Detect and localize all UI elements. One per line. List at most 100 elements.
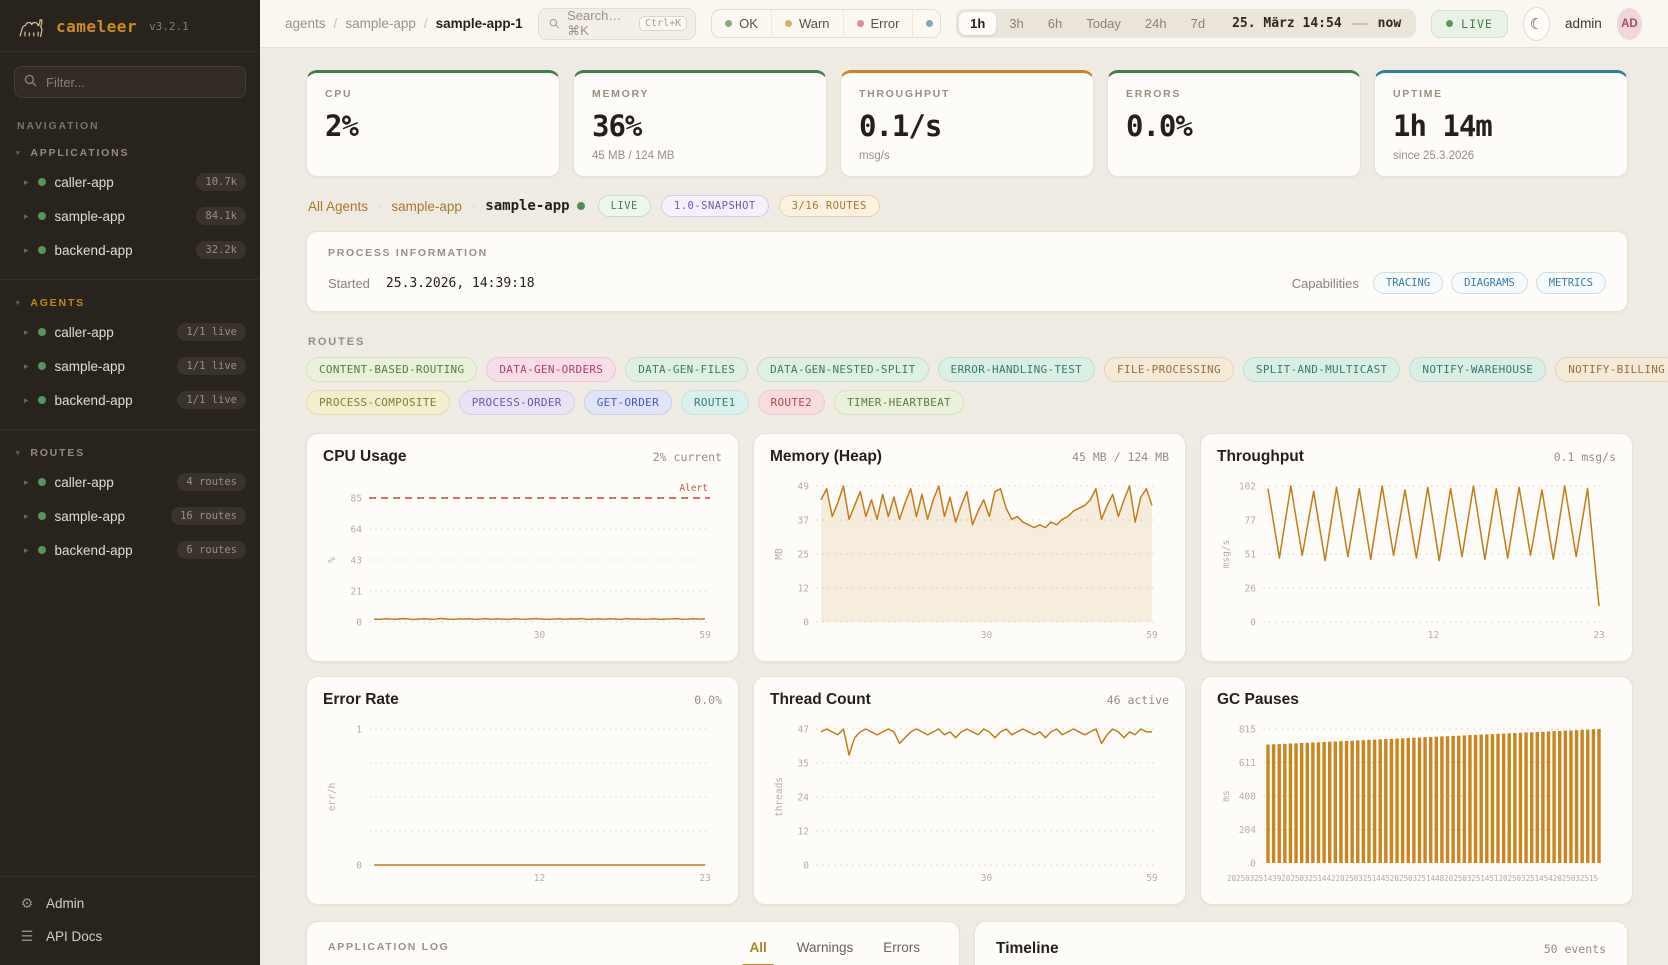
time-range-buttons: 1h 3h 6h Today 24h 7d (959, 12, 1216, 35)
kpi-uptime: UPTIME 1h 14m since 25.3.2026 (1374, 70, 1628, 177)
section-label: ROUTES (30, 447, 85, 459)
sidebar-item-backend-app[interactable]: ▸ backend-app 6 routes (0, 533, 260, 567)
agent-link[interactable]: All Agents (308, 198, 369, 214)
svg-text:24: 24 (798, 793, 810, 804)
route-tag-split-and-multicast[interactable]: SPLIT-AND-MULTICAST (1242, 357, 1401, 382)
footer-item-admin[interactable]: ⚙ Admin (0, 887, 260, 920)
route-tag-content-based-routing[interactable]: CONTENT-BASED-ROUTING (306, 357, 478, 382)
breadcrumb-separator: / (423, 16, 428, 31)
breadcrumb-link[interactable]: sample-app (345, 16, 416, 31)
filter-input[interactable] (14, 66, 246, 98)
sidebar-item-caller-app[interactable]: ▸ caller-app 1/1 live (0, 315, 260, 349)
route-tag-timer-heartbeat[interactable]: TIMER-HEARTBEAT (834, 390, 964, 415)
route-tag-data-gen-orders[interactable]: DATA-GEN-ORDERS (486, 357, 617, 382)
status-filter-running[interactable]: Running (912, 10, 941, 37)
status-filter-label: Error (870, 16, 900, 31)
route-tag-route2[interactable]: ROUTE2 (757, 390, 826, 415)
sidebar-item-caller-app[interactable]: ▸ caller-app 10.7k (0, 165, 260, 199)
throughput-chart: 102 77 51 26 0 msg/s 12 23 (1221, 482, 1605, 642)
section-header-agents[interactable]: ▾ AGENTS (0, 290, 260, 315)
memory-heap-chart-card: Memory (Heap) 45 MB / 124 MB 49 37 25 12 0 MB 30… (753, 433, 1186, 662)
agent-separator: · (378, 200, 382, 212)
svg-text:59: 59 (1146, 630, 1158, 641)
live-indicator[interactable]: LIVE (1431, 9, 1508, 38)
route-tag-file-processing[interactable]: FILE-PROCESSING (1104, 357, 1234, 382)
agent-breadcrumb-row: All Agents · sample-app · sample-app LIVE 1.0-… (308, 195, 1626, 217)
item-count-badge: 1/1 live (177, 357, 246, 375)
sidebar-item-caller-app[interactable]: ▸ caller-app 4 routes (0, 465, 260, 499)
started-label: Started (328, 275, 370, 291)
expand-caret-icon: ▸ (24, 394, 29, 405)
expand-caret-icon: ▸ (24, 510, 29, 521)
status-filter-warn[interactable]: Warn (770, 10, 843, 37)
status-dot-icon (37, 478, 46, 486)
svg-text:408: 408 (1239, 792, 1256, 803)
expand-caret-icon: ▸ (24, 244, 29, 255)
route-tag-get-order[interactable]: GET-ORDER (583, 390, 672, 415)
agent-link[interactable]: sample-app (391, 198, 462, 214)
expand-caret-icon: ▸ (24, 210, 29, 221)
search-input[interactable]: Search… ⌘K Ctrl+K (537, 7, 697, 40)
gear-icon: ⚙ (20, 895, 34, 911)
status-filter-error[interactable]: Error (842, 10, 913, 37)
item-label: caller-app (54, 324, 114, 340)
route-tag-error-handling-test[interactable]: ERROR-HANDLING-TEST (937, 357, 1096, 382)
time-range-6h[interactable]: 6h (1047, 16, 1063, 31)
route-tag-data-gen-nested-split[interactable]: DATA-GEN-NESTED-SPLIT (757, 357, 929, 382)
route-tag-notify-billing[interactable]: NOTIFY-BILLING (1555, 357, 1668, 382)
date-range-start[interactable]: 25. März 14:54 (1232, 16, 1342, 31)
dark-mode-toggle[interactable]: ☾ (1522, 6, 1551, 41)
log-tab-warnings[interactable]: Warnings (796, 940, 854, 955)
status-filter-label: Running (940, 16, 941, 31)
route-tag-route1[interactable]: ROUTE1 (681, 390, 749, 415)
kpi-throughput: THROUGHPUT 0.1/s msg/s (840, 70, 1094, 177)
route-tag-process-order[interactable]: PROCESS-ORDER (458, 390, 575, 415)
log-tab-all[interactable]: All (742, 940, 775, 965)
breadcrumb-separator: / (333, 16, 338, 31)
capability-pills: TRACING DIAGRAMS METRICS (1372, 272, 1606, 294)
section-label: APPLICATIONS (30, 147, 130, 159)
route-tag-data-gen-files[interactable]: DATA-GEN-FILES (625, 357, 749, 382)
sidebar-item-backend-app[interactable]: ▸ backend-app 1/1 live (0, 383, 260, 417)
breadcrumb-link[interactable]: agents (285, 16, 326, 31)
section-header-routes[interactable]: ▾ ROUTES (0, 440, 260, 465)
route-tag-row: CONTENT-BASED-ROUTING DATA-GEN-ORDERS DATA… (306, 357, 1668, 382)
moon-icon: ☾ (1529, 15, 1544, 33)
sidebar-item-sample-app[interactable]: ▸ sample-app 16 routes (0, 499, 260, 533)
collapse-caret-icon: ▾ (16, 450, 22, 457)
route-tag-process-composite[interactable]: PROCESS-COMPOSITE (306, 390, 450, 415)
cpu-usage-chart-card: CPU Usage 2% current 85 64 43 21 0% Alert 30 59 (306, 433, 739, 662)
chart-title: CPU Usage (323, 448, 407, 465)
sidebar-item-sample-app[interactable]: ▸ sample-app 84.1k (0, 199, 260, 233)
sidebar-item-sample-app[interactable]: ▸ sample-app 1/1 live (0, 349, 260, 383)
svg-text:MB: MB (774, 548, 785, 560)
timeline-event-count: 50 events (1543, 942, 1606, 956)
log-tab-errors[interactable]: Errors (883, 940, 920, 955)
process-info-title: PROCESS INFORMATION (328, 247, 488, 259)
svg-text:1: 1 (356, 725, 362, 736)
svg-text:59: 59 (1146, 873, 1158, 884)
collapse-caret-icon: ▾ (16, 300, 22, 307)
section-header-applications[interactable]: ▾ APPLICATIONS (0, 140, 260, 165)
time-range-7d[interactable]: 7d (1190, 16, 1206, 31)
logo-block[interactable]: cameleer v3.2.1 (0, 0, 260, 52)
route-tag-notify-warehouse[interactable]: NOTIFY-WAREHOUSE (1409, 357, 1547, 382)
time-range-3h[interactable]: 3h (1009, 16, 1024, 31)
footer-item-api-docs[interactable]: ☰ API Docs (0, 920, 260, 953)
kpi-label: UPTIME (1393, 88, 1443, 100)
time-range-today[interactable]: Today (1086, 16, 1121, 31)
time-range-24h[interactable]: 24h (1144, 16, 1167, 31)
status-dot-icon (37, 546, 46, 554)
sidebar-item-backend-app[interactable]: ▸ backend-app 32.2k (0, 233, 260, 267)
process-information-card: PROCESS INFORMATION Started 25.3.2026, 1… (306, 231, 1628, 312)
svg-text:0: 0 (803, 618, 809, 629)
error-rate-chart: 1 0 err/h 12 23 (327, 725, 711, 885)
svg-text:ms: ms (1221, 790, 1232, 801)
date-range-end-now[interactable]: now (1377, 16, 1402, 31)
kpi-label: THROUGHPUT (859, 88, 951, 100)
time-range-1h[interactable]: 1h (959, 12, 997, 35)
search-icon (24, 74, 37, 87)
status-filter-ok[interactable]: OK (712, 10, 771, 37)
avatar[interactable]: AD (1616, 7, 1643, 40)
capability-pill-diagrams: DIAGRAMS (1451, 272, 1528, 294)
